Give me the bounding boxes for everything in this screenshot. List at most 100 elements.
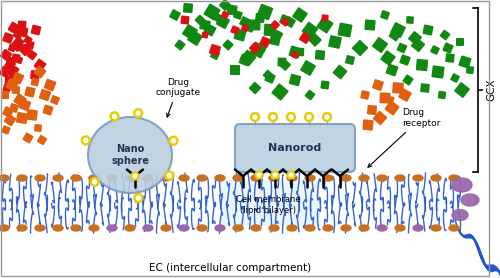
Circle shape: [136, 196, 140, 200]
Circle shape: [304, 113, 314, 121]
Bar: [416, 59, 428, 70]
Bar: [368, 106, 376, 114]
Bar: [30, 71, 40, 79]
Bar: [430, 46, 440, 54]
Text: Drug
conjugate: Drug conjugate: [156, 78, 200, 117]
Bar: [9, 71, 17, 79]
Bar: [296, 48, 304, 56]
Bar: [260, 37, 270, 47]
Bar: [329, 36, 341, 48]
Bar: [246, 24, 254, 32]
Bar: [6, 57, 16, 67]
Bar: [230, 66, 239, 75]
Bar: [300, 33, 310, 43]
Ellipse shape: [53, 225, 63, 231]
Bar: [4, 114, 16, 126]
Ellipse shape: [179, 175, 189, 181]
Bar: [2, 91, 8, 98]
Circle shape: [84, 138, 88, 142]
Bar: [399, 89, 411, 101]
Bar: [250, 82, 260, 94]
Bar: [11, 66, 19, 74]
Bar: [181, 16, 189, 24]
Ellipse shape: [107, 225, 117, 231]
Circle shape: [268, 113, 278, 121]
Bar: [14, 94, 26, 106]
Circle shape: [257, 173, 261, 177]
Ellipse shape: [395, 225, 405, 231]
Bar: [292, 52, 298, 58]
Bar: [250, 42, 266, 58]
Ellipse shape: [377, 175, 387, 181]
Bar: [309, 34, 321, 46]
Bar: [361, 91, 369, 99]
Bar: [234, 29, 246, 41]
Bar: [380, 93, 390, 103]
Circle shape: [271, 115, 275, 119]
Bar: [338, 23, 352, 37]
Ellipse shape: [449, 175, 459, 181]
Bar: [446, 54, 454, 62]
Circle shape: [286, 113, 296, 121]
Ellipse shape: [215, 175, 225, 181]
Bar: [381, 51, 395, 65]
Bar: [466, 66, 473, 73]
Bar: [372, 80, 384, 90]
Ellipse shape: [125, 175, 135, 181]
Bar: [346, 56, 354, 64]
Bar: [352, 41, 368, 56]
Ellipse shape: [413, 225, 423, 231]
Circle shape: [165, 171, 174, 180]
Bar: [454, 83, 469, 97]
Ellipse shape: [143, 175, 153, 181]
Ellipse shape: [431, 225, 441, 231]
Ellipse shape: [305, 225, 315, 231]
Bar: [38, 135, 46, 145]
Bar: [34, 125, 42, 131]
Bar: [423, 25, 433, 35]
FancyBboxPatch shape: [220, 180, 320, 226]
Bar: [400, 55, 410, 65]
Bar: [278, 58, 286, 66]
Bar: [317, 17, 333, 33]
Bar: [250, 20, 260, 30]
Ellipse shape: [197, 225, 207, 231]
Bar: [25, 87, 35, 97]
Bar: [412, 38, 424, 51]
Bar: [386, 96, 394, 104]
Bar: [290, 75, 300, 86]
Bar: [12, 86, 20, 94]
Bar: [220, 0, 230, 10]
Ellipse shape: [452, 210, 468, 220]
Bar: [333, 65, 347, 79]
Bar: [16, 113, 28, 123]
Ellipse shape: [359, 225, 369, 231]
Bar: [265, 73, 275, 83]
Bar: [432, 66, 444, 78]
Bar: [264, 70, 272, 80]
Bar: [40, 90, 50, 100]
Circle shape: [250, 113, 260, 121]
Ellipse shape: [251, 225, 261, 231]
Ellipse shape: [449, 225, 459, 231]
Bar: [16, 56, 22, 64]
Bar: [372, 38, 388, 53]
Circle shape: [255, 171, 263, 179]
Bar: [456, 39, 464, 45]
Bar: [43, 105, 53, 115]
Bar: [289, 46, 301, 58]
Ellipse shape: [0, 225, 9, 231]
Ellipse shape: [341, 175, 351, 181]
Ellipse shape: [71, 175, 81, 181]
Ellipse shape: [143, 225, 153, 231]
Circle shape: [287, 171, 295, 179]
Ellipse shape: [305, 175, 315, 181]
Bar: [196, 15, 204, 25]
Text: Nanorod: Nanorod: [268, 143, 322, 153]
Bar: [175, 40, 185, 50]
Ellipse shape: [233, 175, 243, 181]
Bar: [398, 43, 406, 53]
Bar: [204, 24, 216, 36]
Bar: [403, 75, 413, 85]
Circle shape: [253, 115, 257, 119]
